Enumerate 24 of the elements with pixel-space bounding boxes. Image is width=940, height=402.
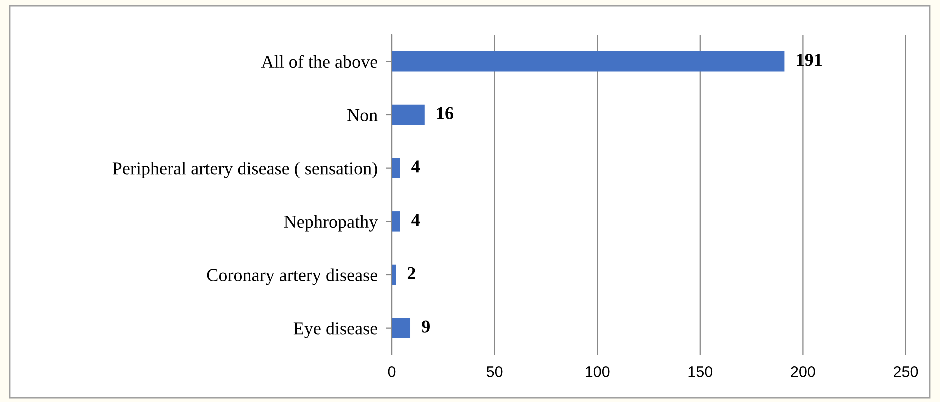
x-tick-label: 150: [688, 366, 713, 378]
bar: [392, 212, 400, 232]
y-tick-label: Coronary artery disease: [207, 268, 378, 286]
y-tick-label: Peripheral artery disease ( sensation): [112, 162, 378, 178]
bar: [392, 158, 400, 178]
data-label: 191: [797, 54, 822, 66]
y-tick-label: Nephropathy: [284, 215, 378, 232]
y-tick-label: Non: [348, 109, 378, 122]
x-tick-label: 200: [791, 366, 816, 378]
x-tick-label: 50: [486, 366, 503, 378]
y-tick-label: All of the above: [261, 55, 378, 68]
bar: [392, 264, 396, 286]
data-label: 16: [437, 107, 454, 120]
x-tick-label: 250: [894, 366, 918, 378]
bar: [392, 104, 425, 126]
x-tick-label: 100: [586, 366, 610, 378]
x-tick-label: 0: [388, 366, 396, 378]
y-tick-label: Eye disease: [294, 322, 378, 338]
data-label: 4: [412, 160, 420, 173]
bar: [392, 318, 411, 338]
data-label: 4: [412, 214, 420, 226]
bar: [392, 52, 785, 72]
data-label: 2: [408, 267, 416, 280]
data-label: 9: [422, 320, 430, 333]
